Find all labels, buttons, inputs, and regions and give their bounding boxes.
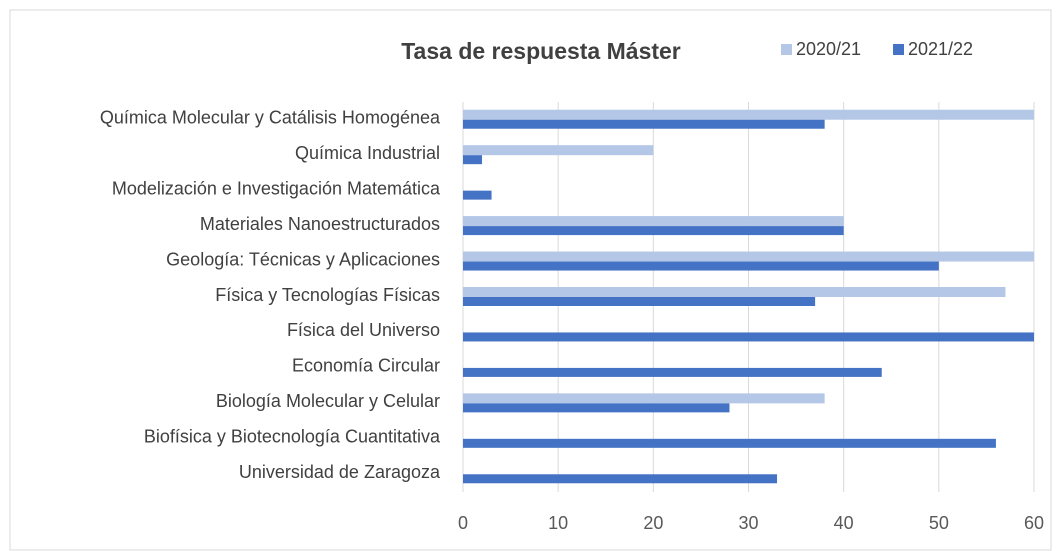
- bar: [463, 119, 825, 129]
- bar: [463, 287, 1006, 297]
- y-tick-label: Geología: Técnicas y Aplicaciones: [166, 249, 440, 269]
- x-tick-label: 10: [548, 513, 568, 533]
- chart-title: Tasa de respuesta Máster: [401, 38, 681, 64]
- y-tick-label: Modelización e Investigación Matemática: [112, 178, 441, 198]
- x-tick-label: 0: [458, 513, 468, 533]
- y-tick-label: Universidad de Zaragoza: [239, 462, 441, 482]
- bar: [463, 145, 654, 156]
- bar: [463, 367, 882, 377]
- y-tick-label: Materiales Nanoestructurados: [200, 214, 440, 234]
- bar: [463, 216, 844, 227]
- y-tick-label: Física del Universo: [287, 320, 440, 340]
- y-tick-label: Química Molecular y Catálisis Homogénea: [100, 107, 441, 127]
- bar: [463, 393, 825, 404]
- x-tick-label: 60: [1024, 513, 1044, 533]
- bar: [463, 190, 492, 200]
- bar: [463, 332, 1034, 342]
- x-tick-label: 50: [929, 513, 949, 533]
- y-tick-label: Química Industrial: [295, 143, 440, 163]
- legend-label: 2020/21: [796, 39, 861, 59]
- bar: [463, 155, 483, 165]
- x-tick-label: 40: [834, 513, 854, 533]
- bar: [463, 251, 1034, 262]
- chart-border: [9, 9, 1052, 551]
- bar: [463, 438, 996, 448]
- y-tick-label: Biofísica y Biotecnología Cuantitativa: [144, 427, 441, 447]
- legend-label: 2021/22: [908, 39, 973, 59]
- bar: [463, 261, 939, 271]
- bar: [463, 226, 844, 236]
- y-tick-label: Biología Molecular y Celular: [216, 391, 440, 411]
- y-tick-label: Física y Tecnologías Físicas: [215, 285, 440, 305]
- legend-swatch: [781, 44, 792, 55]
- bar: [463, 109, 1034, 120]
- x-tick-label: 20: [643, 513, 663, 533]
- bar: [463, 297, 816, 306]
- x-tick-label: 30: [738, 513, 758, 533]
- bar: [463, 474, 778, 484]
- y-tick-label: Economía Circular: [292, 356, 440, 376]
- bar: [463, 403, 730, 413]
- legend-swatch: [893, 44, 904, 55]
